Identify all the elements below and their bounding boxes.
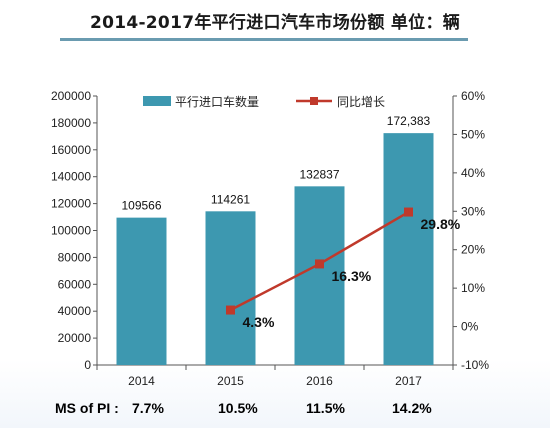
growth-point <box>226 305 235 315</box>
market-share-value-2017: 14.2% <box>392 400 432 416</box>
title-underline <box>60 38 468 41</box>
left-tick-label: 60000 <box>58 277 92 291</box>
left-tick-label: 40000 <box>58 304 92 318</box>
bar-data-label: 172,383 <box>387 114 431 128</box>
left-tick-label: 100000 <box>51 224 91 238</box>
market-share-value-2015: 10.5% <box>218 400 258 416</box>
market-share-row: MS of PI : 7.7% 10.5% 11.5% 14.2% <box>0 396 550 420</box>
left-tick-label: 140000 <box>51 170 91 184</box>
bar <box>294 186 345 365</box>
left-tick-label: 120000 <box>51 197 91 211</box>
right-tick-label: 60% <box>461 89 485 103</box>
bar <box>383 133 434 365</box>
right-tick-label: 10% <box>461 281 485 295</box>
left-tick-label: 160000 <box>51 143 91 157</box>
x-tick-label: 2017 <box>395 374 422 388</box>
bar <box>205 211 256 365</box>
growth-point <box>315 259 324 269</box>
bar-data-label: 132837 <box>299 167 339 181</box>
legend-line-label: 同比增长 <box>337 95 385 109</box>
left-tick-label: 20000 <box>58 331 92 345</box>
bar <box>116 217 167 365</box>
chart-title: 2014-2017年平行进口汽车市场份额 单位：辆 <box>89 13 461 33</box>
growth-point <box>404 207 413 217</box>
x-tick-label: 2016 <box>306 374 333 388</box>
left-tick-label: 80000 <box>58 250 92 264</box>
market-share-label: MS of PI : <box>55 400 119 416</box>
legend-line-marker <box>310 97 318 105</box>
right-tick-label: 30% <box>461 204 485 218</box>
right-tick-label: 0% <box>461 320 479 334</box>
growth-data-label: 16.3% <box>332 268 372 284</box>
x-tick-label: 2014 <box>128 374 155 388</box>
right-tick-label: -10% <box>461 358 489 372</box>
market-share-value-2016: 11.5% <box>306 400 345 416</box>
left-tick-label: 180000 <box>51 116 91 130</box>
bar-data-label: 109566 <box>121 199 161 213</box>
growth-data-label: 4.3% <box>243 314 275 330</box>
bar-data-label: 114261 <box>211 192 250 206</box>
right-tick-label: 20% <box>461 243 485 257</box>
x-tick-label: 2015 <box>217 374 244 388</box>
right-tick-label: 40% <box>461 166 485 180</box>
left-tick-label: 200000 <box>51 89 91 103</box>
growth-data-label: 29.8% <box>421 216 461 232</box>
legend-bar-swatch <box>143 96 171 106</box>
market-share-value-2014: 7.7% <box>132 400 164 416</box>
left-tick-label: 0 <box>84 358 91 372</box>
right-tick-label: 50% <box>461 127 485 141</box>
legend-bar-label: 平行进口车数量 <box>175 94 259 109</box>
